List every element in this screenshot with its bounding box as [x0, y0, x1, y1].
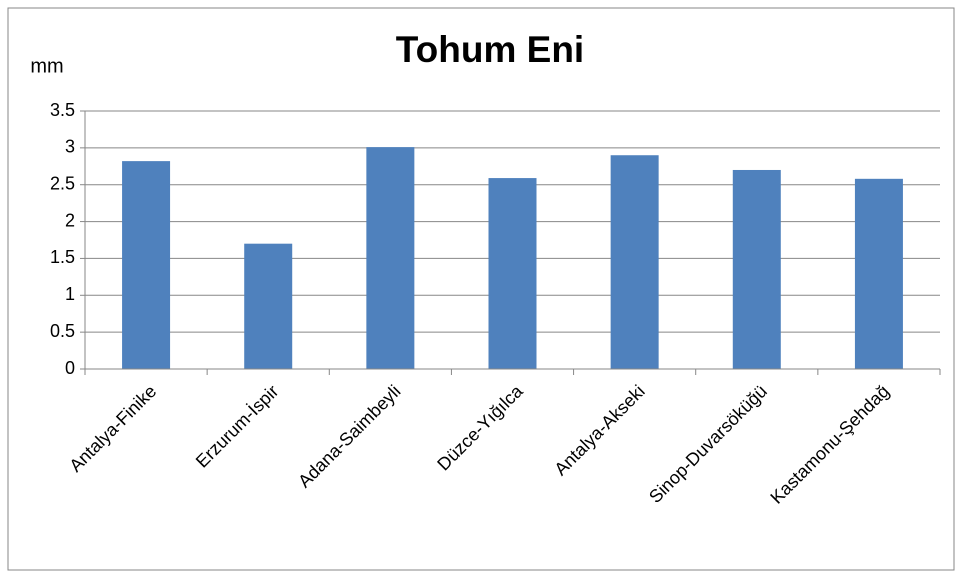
bar	[244, 243, 293, 369]
y-tick-label: 2.5	[50, 173, 75, 193]
y-tick-label: 3.5	[50, 100, 75, 120]
y-tick-label: 1	[65, 284, 75, 304]
y-tick-label: 3	[65, 137, 75, 157]
bar	[854, 178, 903, 369]
bar	[610, 155, 659, 369]
y-tick-label: 0	[65, 358, 75, 378]
bar	[488, 178, 537, 369]
y-tick-label: 0.5	[50, 321, 75, 341]
y-axis-label: mm	[30, 55, 63, 77]
bar	[732, 169, 781, 369]
bar	[122, 161, 171, 369]
y-tick-label: 2	[65, 210, 75, 230]
chart-title: Tohum Eni	[396, 29, 584, 70]
y-tick-label: 1.5	[50, 247, 75, 267]
bar	[366, 147, 415, 369]
